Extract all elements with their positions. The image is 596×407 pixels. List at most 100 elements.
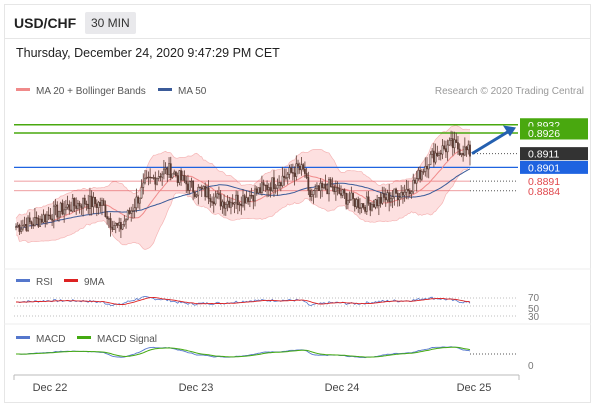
- candle-body: [443, 145, 446, 149]
- support-label-4: 0.8891: [528, 176, 560, 188]
- candle-body: [92, 197, 95, 208]
- timeframe-badge[interactable]: 30 MIN: [85, 12, 136, 34]
- candle-body: [312, 190, 315, 195]
- candle-body: [78, 202, 81, 207]
- candle: [377, 197, 380, 216]
- candle: [240, 196, 243, 215]
- candle: [372, 199, 375, 208]
- candle-body: [310, 194, 313, 198]
- candle-body: [18, 224, 21, 232]
- candle-body: [362, 203, 365, 208]
- candle: [221, 199, 224, 214]
- candle: [18, 223, 21, 235]
- candle-body: [162, 168, 165, 175]
- candle: [23, 216, 26, 228]
- candle: [451, 131, 454, 156]
- candle: [338, 184, 341, 195]
- candle-body: [25, 224, 28, 231]
- candle-body: [405, 188, 408, 193]
- candle-body: [230, 202, 232, 208]
- candle-body: [451, 138, 454, 149]
- candle: [82, 197, 84, 217]
- candle: [432, 143, 435, 168]
- candle: [20, 220, 23, 234]
- candle-body: [144, 177, 146, 184]
- macd-signal-line: [16, 346, 471, 358]
- candle-body: [371, 204, 373, 211]
- candle-body: [82, 197, 84, 209]
- candle: [340, 185, 342, 199]
- candle: [180, 168, 182, 186]
- candle: [92, 192, 95, 214]
- candle-body: [175, 171, 177, 177]
- ma50-legend-swatch: [158, 88, 172, 91]
- candle-body: [254, 188, 256, 202]
- candle-body: [101, 200, 103, 207]
- candle: [274, 183, 277, 194]
- candle: [436, 145, 439, 158]
- candle-body: [295, 163, 298, 177]
- macd-signal-legend-label: MACD Signal: [97, 334, 157, 345]
- candle-body: [188, 181, 191, 191]
- candle: [295, 155, 298, 181]
- candle-body: [377, 197, 380, 207]
- candle: [317, 184, 320, 191]
- candle: [205, 184, 208, 198]
- candle: [94, 196, 97, 208]
- candle: [261, 175, 263, 196]
- candle: [405, 179, 408, 200]
- candle-body: [291, 172, 294, 174]
- candle: [238, 201, 241, 212]
- candle: [147, 171, 150, 186]
- candle-body: [40, 218, 43, 223]
- candle: [190, 177, 193, 188]
- candle: [360, 203, 363, 214]
- candle: [245, 190, 248, 204]
- candle: [75, 197, 78, 215]
- candle: [176, 172, 179, 187]
- candle: [293, 166, 296, 186]
- candle: [118, 217, 121, 232]
- candle: [257, 187, 260, 195]
- candle-body: [132, 210, 134, 212]
- candle-body: [341, 189, 344, 196]
- candle: [113, 220, 115, 231]
- candle: [61, 199, 64, 216]
- candle-body: [274, 187, 277, 190]
- candle: [101, 197, 103, 216]
- candle-body: [305, 173, 308, 178]
- candle-body: [445, 148, 447, 153]
- candle-body: [410, 191, 413, 195]
- credit-text: Research © 2020 Trading Central: [435, 86, 584, 97]
- candle-body: [54, 204, 57, 207]
- candle-body: [307, 177, 310, 191]
- candle: [30, 220, 33, 229]
- candle: [40, 213, 43, 224]
- candle-body: [396, 192, 399, 201]
- candle-body: [195, 194, 198, 197]
- candle-body: [121, 224, 124, 230]
- candle-body: [298, 165, 301, 171]
- candle-body: [164, 167, 167, 170]
- candle-body: [231, 202, 234, 205]
- candle: [156, 177, 158, 186]
- candle-body: [159, 176, 162, 178]
- candle-body: [243, 195, 246, 204]
- candle-body: [426, 165, 428, 170]
- candle: [336, 181, 339, 196]
- candle-body: [80, 205, 83, 209]
- candle-body: [185, 180, 188, 185]
- candle: [137, 195, 139, 209]
- candle: [279, 181, 282, 192]
- candle-body: [422, 171, 425, 173]
- candle-body: [434, 152, 437, 163]
- candle-body: [465, 146, 468, 151]
- candle-body: [439, 152, 442, 155]
- candle-body: [279, 182, 282, 187]
- candle-body: [417, 169, 420, 179]
- candle-body: [288, 167, 291, 175]
- candle: [185, 175, 188, 194]
- candle: [231, 194, 234, 207]
- candle: [365, 191, 368, 215]
- candle: [355, 197, 358, 210]
